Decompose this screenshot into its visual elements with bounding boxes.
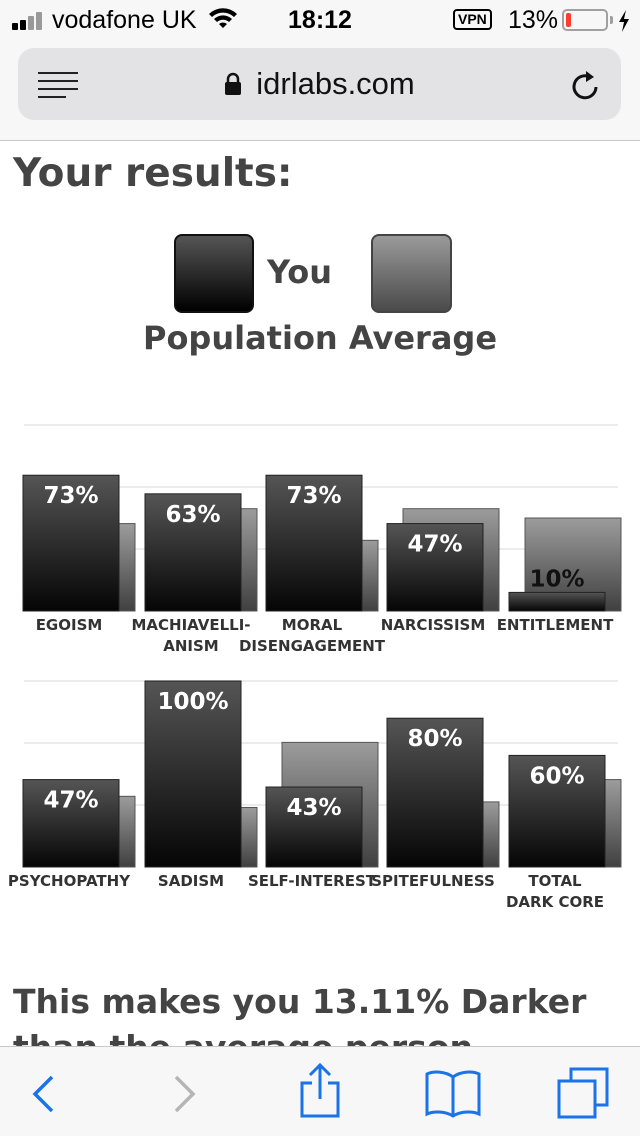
status-bar: vodafone UK 18:12 VPN 13% bbox=[0, 0, 640, 40]
darker-summary: This makes you 13.11% Darker than the av… bbox=[13, 982, 587, 1046]
you-bar bbox=[508, 591, 606, 612]
category-label: SPITEFULNESS bbox=[371, 872, 495, 890]
url-text: idrlabs.com bbox=[256, 66, 415, 101]
you-value-label: 43% bbox=[286, 795, 341, 821]
legend-label-average: Population Average bbox=[142, 319, 498, 357]
book-icon[interactable] bbox=[425, 1069, 481, 1119]
category-label: MACHIAVELLI- bbox=[131, 616, 250, 634]
category-label: EGOISM bbox=[36, 616, 103, 634]
page-content: Your results: You Population Average 73%… bbox=[0, 141, 640, 1046]
results-heading: Your results: bbox=[13, 151, 293, 196]
legend-swatch-you bbox=[174, 234, 254, 313]
you-bar bbox=[386, 717, 484, 868]
you-bar bbox=[265, 786, 363, 868]
clock: 18:12 bbox=[288, 6, 352, 34]
you-value-label: 80% bbox=[407, 726, 462, 752]
battery-cap bbox=[610, 16, 613, 24]
you-value-label: 60% bbox=[529, 763, 584, 789]
charging-bolt-icon bbox=[619, 10, 629, 32]
signal-icon bbox=[12, 12, 46, 30]
reader-menu-icon[interactable] bbox=[38, 70, 78, 100]
category-label: SELF-INTEREST bbox=[248, 872, 377, 890]
browser-header: idrlabs.com bbox=[0, 40, 640, 141]
share-icon[interactable] bbox=[298, 1061, 342, 1119]
chevron-right-icon[interactable] bbox=[172, 1074, 198, 1114]
carrier-name: vodafone UK bbox=[52, 6, 197, 34]
lock-icon bbox=[225, 72, 242, 95]
you-bar bbox=[144, 680, 242, 868]
category-label: MORAL bbox=[282, 616, 343, 634]
category-label: SADISM bbox=[158, 872, 224, 890]
category-label: TOTAL bbox=[528, 872, 582, 890]
chevron-left-icon[interactable] bbox=[30, 1074, 56, 1114]
legend-swatch-average bbox=[371, 234, 452, 313]
you-bar bbox=[265, 474, 363, 612]
category-label: DISENGAGEMENT bbox=[239, 637, 386, 655]
you-bar bbox=[144, 493, 242, 612]
address-bar[interactable]: idrlabs.com bbox=[18, 48, 621, 120]
you-value-label: 73% bbox=[43, 483, 98, 509]
category-label: PSYCHOPATHY bbox=[8, 872, 131, 890]
you-bar bbox=[386, 523, 484, 612]
you-value-label: 100% bbox=[157, 689, 228, 715]
category-label: DARK CORE bbox=[506, 893, 604, 911]
url-display[interactable]: idrlabs.com bbox=[18, 66, 621, 102]
legend-label-you: You bbox=[267, 253, 332, 291]
results-bar-chart: 73% EGOISM 63% MACHIAVELLI- ANISM 73% MORAL DIS… bbox=[8, 424, 622, 911]
wifi-icon bbox=[209, 8, 237, 28]
battery-icon bbox=[562, 9, 608, 31]
you-value-label: 73% bbox=[286, 483, 341, 509]
you-value-label: 47% bbox=[407, 532, 462, 558]
battery-percent: 13% bbox=[508, 6, 559, 34]
tabs-icon[interactable] bbox=[557, 1067, 611, 1121]
category-label: ENTITLEMENT bbox=[497, 616, 614, 634]
you-value-label: 63% bbox=[165, 502, 220, 528]
you-bar bbox=[22, 474, 120, 612]
reload-icon[interactable] bbox=[569, 70, 603, 104]
category-label: NARCISSISM bbox=[381, 616, 486, 634]
vpn-badge: VPN bbox=[453, 9, 492, 30]
you-bar bbox=[22, 779, 120, 868]
you-bar bbox=[508, 754, 606, 868]
you-value-label: 10% bbox=[529, 566, 584, 592]
browser-toolbar bbox=[0, 1046, 640, 1136]
you-value-label: 47% bbox=[43, 788, 98, 814]
category-label: ANISM bbox=[163, 637, 218, 655]
